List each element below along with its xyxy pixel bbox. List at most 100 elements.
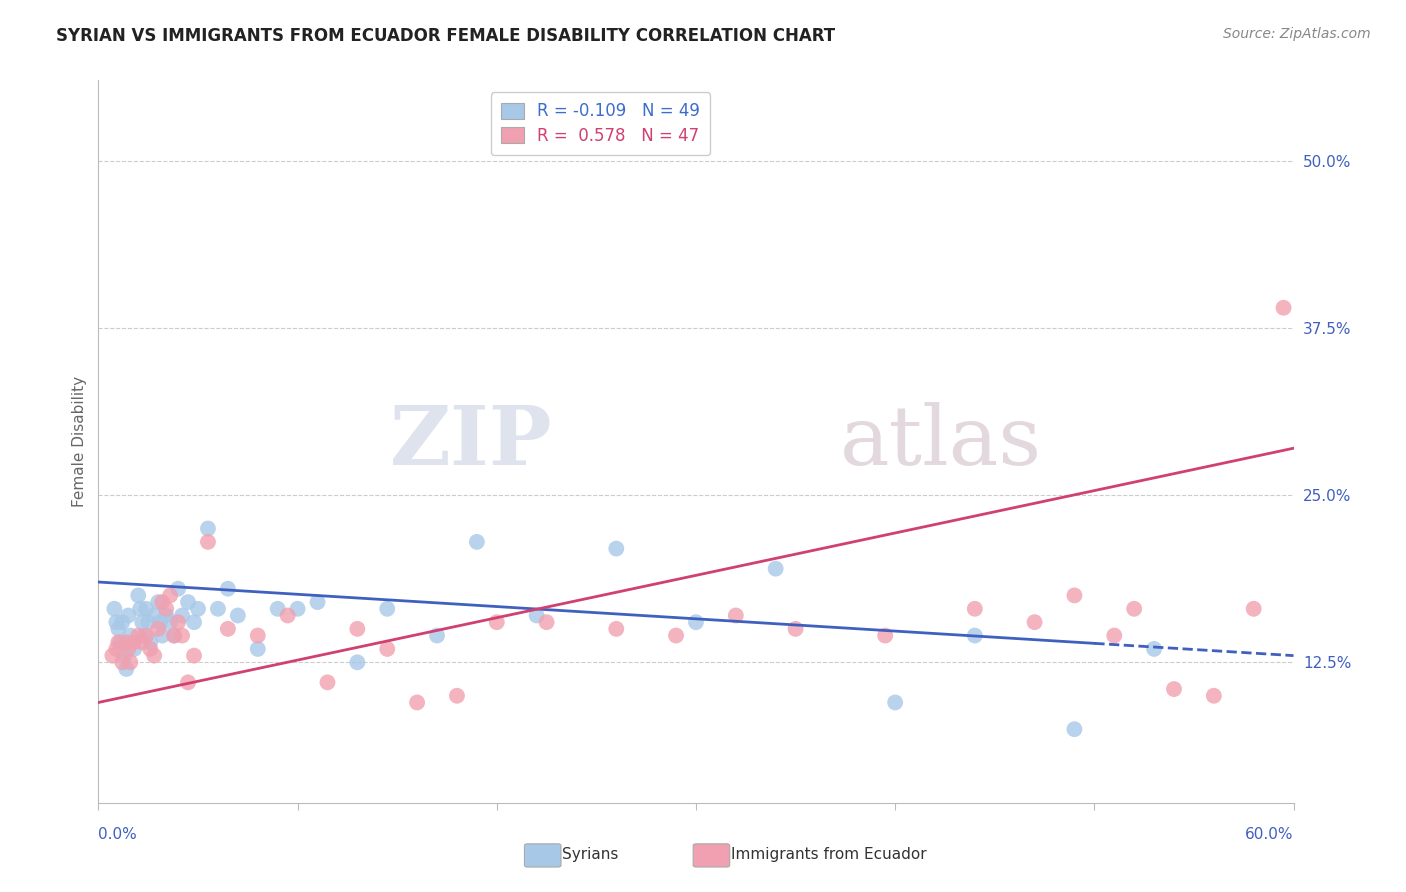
Point	[139, 642, 162, 657]
Point	[526, 608, 548, 623]
Point	[665, 629, 688, 643]
Point	[110, 635, 132, 649]
Point	[136, 615, 159, 630]
Point	[1202, 689, 1225, 703]
Point	[1104, 629, 1126, 643]
Point	[131, 615, 153, 630]
Point	[485, 615, 508, 630]
Point	[150, 595, 173, 609]
Point	[307, 595, 329, 609]
Point	[163, 629, 186, 643]
Point	[316, 675, 339, 690]
Point	[226, 608, 249, 623]
Point	[155, 608, 177, 623]
Y-axis label: Female Disability: Female Disability	[72, 376, 87, 508]
Point	[287, 602, 309, 616]
Point	[105, 615, 128, 630]
Point	[172, 629, 194, 643]
Point	[112, 648, 135, 663]
Point	[135, 629, 157, 643]
Point	[115, 662, 138, 676]
Point	[120, 655, 142, 669]
Point	[172, 608, 194, 623]
Point	[150, 629, 173, 643]
Point	[375, 602, 398, 616]
Point	[1243, 602, 1265, 616]
Point	[115, 635, 138, 649]
Point	[465, 534, 488, 549]
Point	[149, 615, 172, 630]
Point	[148, 595, 170, 609]
Point	[217, 582, 239, 596]
Point	[124, 635, 146, 649]
Point	[1272, 301, 1295, 315]
Point	[246, 642, 269, 657]
Point	[105, 642, 128, 657]
Point	[131, 635, 153, 649]
Point	[267, 602, 290, 616]
Point	[120, 629, 142, 643]
Point	[101, 648, 124, 663]
Point	[197, 521, 219, 535]
Point	[785, 622, 807, 636]
Point	[107, 635, 129, 649]
Point	[183, 615, 205, 630]
Point	[884, 696, 907, 710]
Point	[277, 608, 299, 623]
Point	[167, 582, 190, 596]
Legend: R = -0.109   N = 49, R =  0.578   N = 47: R = -0.109 N = 49, R = 0.578 N = 47	[491, 92, 710, 155]
Point	[1123, 602, 1146, 616]
Point	[139, 635, 162, 649]
Text: Source: ZipAtlas.com: Source: ZipAtlas.com	[1223, 27, 1371, 41]
Point	[177, 675, 200, 690]
Point	[124, 642, 146, 657]
Point	[406, 696, 429, 710]
Point	[183, 648, 205, 663]
Point	[129, 602, 152, 616]
Point	[875, 629, 897, 643]
Point	[605, 541, 627, 556]
Point	[111, 615, 134, 630]
Point	[765, 562, 787, 576]
Point	[963, 602, 986, 616]
Text: SYRIAN VS IMMIGRANTS FROM ECUADOR FEMALE DISABILITY CORRELATION CHART: SYRIAN VS IMMIGRANTS FROM ECUADOR FEMALE…	[56, 27, 835, 45]
Point	[1063, 723, 1085, 737]
Point	[685, 615, 707, 630]
Point	[103, 602, 125, 616]
Point	[187, 602, 209, 616]
Text: 60.0%: 60.0%	[1246, 827, 1294, 842]
Text: ZIP: ZIP	[389, 401, 553, 482]
Text: Syrians: Syrians	[562, 847, 619, 862]
Point	[724, 608, 747, 623]
Point	[605, 622, 627, 636]
Point	[167, 615, 190, 630]
Point	[197, 534, 219, 549]
Point	[148, 622, 170, 636]
Point	[127, 589, 149, 603]
Point	[346, 655, 368, 669]
Point	[177, 595, 200, 609]
Point	[134, 629, 156, 643]
Point	[346, 622, 368, 636]
Point	[117, 608, 139, 623]
Point	[135, 602, 157, 616]
Point	[207, 602, 229, 616]
Point	[127, 629, 149, 643]
Point	[217, 622, 239, 636]
Point	[426, 629, 449, 643]
Point	[536, 615, 558, 630]
Point	[446, 689, 468, 703]
Point	[375, 642, 398, 657]
Text: atlas: atlas	[839, 401, 1042, 482]
Point	[246, 629, 269, 643]
Point	[107, 622, 129, 636]
Point	[111, 655, 134, 669]
Point	[143, 648, 166, 663]
Point	[117, 642, 139, 657]
Point	[1024, 615, 1046, 630]
Point	[163, 629, 186, 643]
Point	[1163, 682, 1185, 697]
Point	[159, 589, 181, 603]
Point	[143, 608, 166, 623]
Text: 0.0%: 0.0%	[98, 827, 138, 842]
